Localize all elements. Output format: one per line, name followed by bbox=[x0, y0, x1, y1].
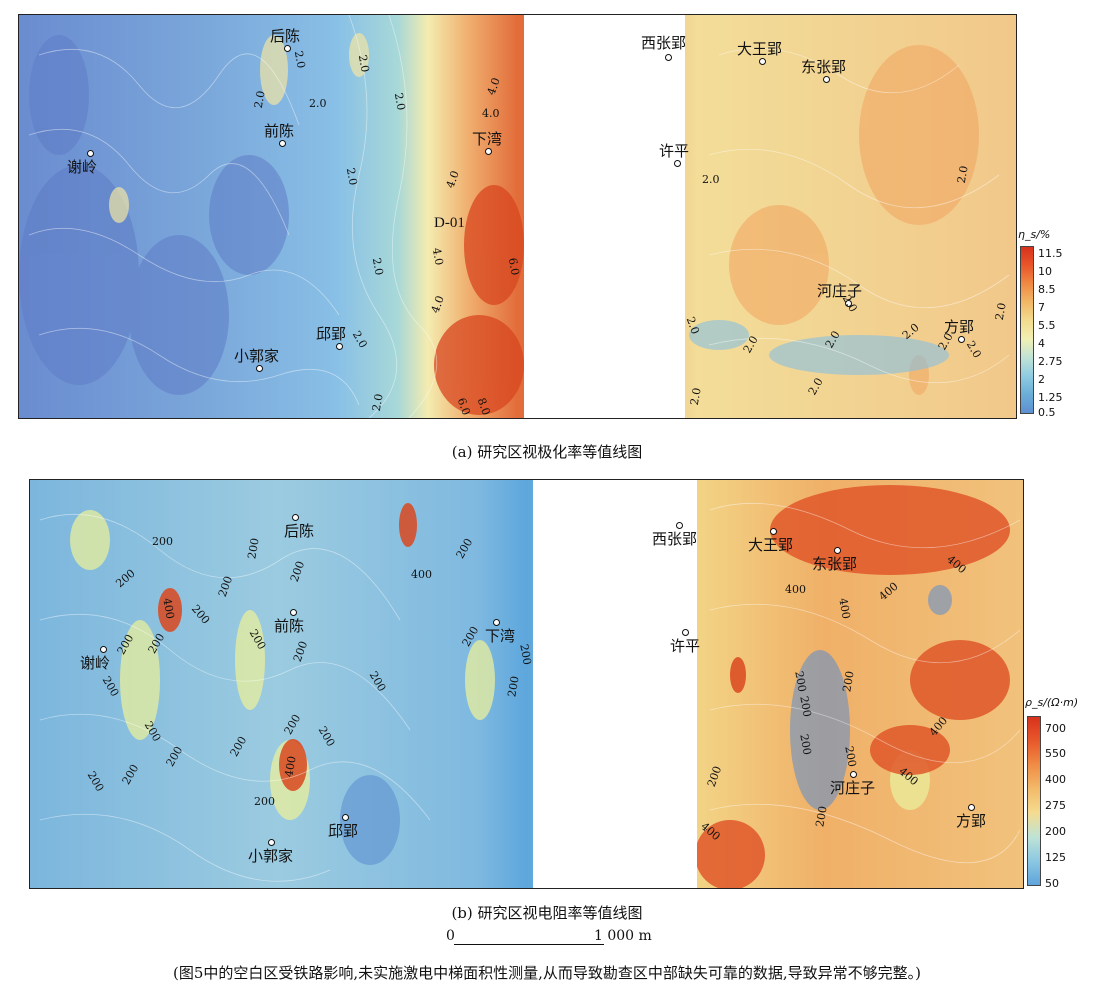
legend-tick: 1.25 bbox=[1038, 391, 1063, 404]
legend-tick: 700 bbox=[1045, 722, 1066, 735]
place-label: 许平 bbox=[659, 140, 689, 167]
contour-label: 2.0 bbox=[391, 91, 408, 112]
scale-end: 1 000 m bbox=[594, 928, 652, 944]
place-label: D-01 bbox=[434, 215, 465, 231]
legend-tick: 200 bbox=[1045, 825, 1066, 838]
contour-label: 2.0 bbox=[309, 97, 327, 110]
place-label: 大王郢 bbox=[748, 528, 793, 555]
place-label: 前陈 bbox=[274, 609, 304, 636]
contour-label: 400 bbox=[785, 583, 806, 596]
legend-title: ρ_s/(Ω·m) bbox=[1025, 696, 1079, 709]
place-label: 谢岭 bbox=[80, 646, 110, 673]
map-panel-polarizability: 后陈 前陈 谢岭 小郭家 邱郢 下湾 D-01 西张郢 大王郢 东张郢 许平 河… bbox=[18, 14, 1017, 419]
legend-tick: 2 bbox=[1038, 373, 1045, 386]
legend-tick: 400 bbox=[1045, 773, 1066, 786]
polarizability-contour-field bbox=[19, 15, 1016, 418]
place-label: 谢岭 bbox=[67, 150, 97, 177]
legend-tick: 2.75 bbox=[1038, 355, 1063, 368]
legend-tick: 7 bbox=[1038, 301, 1045, 314]
place-label: 方郢 bbox=[956, 804, 986, 831]
contour-label: 400 bbox=[411, 568, 432, 581]
legend-tick: 8.5 bbox=[1038, 283, 1056, 296]
legend-tick: 275 bbox=[1045, 799, 1066, 812]
place-label: 前陈 bbox=[264, 120, 294, 147]
contour-label: 2.0 bbox=[702, 173, 720, 186]
place-label: 河庄子 bbox=[817, 280, 862, 307]
scale-start: 0 bbox=[446, 928, 455, 944]
legend-color-bar bbox=[1027, 716, 1041, 886]
caption-panel-b: (b) 研究区视电阻率等值线图 bbox=[451, 904, 643, 922]
contour-label: 2.0 bbox=[343, 166, 360, 187]
place-label: 小郭家 bbox=[234, 345, 279, 372]
figure-note: (图5中的空白区受铁路影响,未实施激电中梯面积性测量,从而导致勘查区中部缺失可靠… bbox=[172, 964, 922, 982]
legend-tick: 125 bbox=[1045, 851, 1066, 864]
contour-label: 2.0 bbox=[355, 53, 372, 74]
legend-polarizability: η_s/% 11.5 10 8.5 7 5.5 4 2.75 2 1.25 0.… bbox=[1018, 228, 1090, 419]
place-label: 邱郢 bbox=[328, 814, 358, 841]
place-label: 东张郢 bbox=[801, 56, 846, 83]
legend-color-bar bbox=[1020, 246, 1034, 414]
scale-line bbox=[454, 944, 604, 945]
legend-tick: 4 bbox=[1038, 337, 1045, 350]
legend-tick: 0.5 bbox=[1038, 406, 1056, 419]
place-label: 西张郢 bbox=[641, 32, 686, 61]
railway-gap bbox=[533, 480, 697, 888]
railway-gap bbox=[524, 15, 685, 418]
caption-panel-a: (a) 研究区视极化率等值线图 bbox=[451, 443, 643, 461]
place-label: 大王郢 bbox=[737, 38, 782, 65]
contour-label: 2.0 bbox=[291, 49, 308, 70]
legend-title: η_s/% bbox=[1018, 228, 1051, 241]
map-panel-resistivity: 后陈 前陈 谢岭 小郭家 邱郢 下湾 西张郢 大王郢 东张郢 许平 河庄子 方郢… bbox=[29, 479, 1024, 889]
place-label: 后陈 bbox=[284, 514, 314, 541]
contour-label: 6.0 bbox=[505, 256, 522, 277]
legend-tick: 5.5 bbox=[1038, 319, 1056, 332]
place-label: 方郢 bbox=[944, 316, 974, 343]
place-label: 后陈 bbox=[270, 25, 300, 52]
place-label: 东张郢 bbox=[812, 547, 857, 574]
place-label: 许平 bbox=[670, 629, 700, 656]
place-label: 河庄子 bbox=[830, 771, 875, 798]
place-label: 西张郢 bbox=[652, 522, 697, 549]
contour-label: 2.0 bbox=[369, 256, 386, 277]
contour-label: 4.0 bbox=[429, 246, 446, 267]
place-label: 下湾 bbox=[472, 128, 502, 155]
contour-label: 200 bbox=[254, 795, 275, 808]
place-label: 邱郢 bbox=[316, 323, 346, 350]
contour-label: 200 bbox=[152, 535, 173, 548]
place-label: 下湾 bbox=[485, 619, 515, 646]
legend-resistivity: ρ_s/(Ω·m) 700 550 400 275 200 125 50 bbox=[1025, 696, 1093, 892]
legend-tick: 50 bbox=[1045, 877, 1059, 890]
place-label: 小郭家 bbox=[248, 839, 293, 866]
resistivity-contour-field bbox=[30, 480, 1023, 888]
legend-tick: 550 bbox=[1045, 747, 1066, 760]
legend-tick: 11.5 bbox=[1038, 247, 1063, 260]
legend-tick: 10 bbox=[1038, 265, 1052, 278]
contour-label: 4.0 bbox=[482, 107, 500, 120]
scale-bar: 0 1 000 m bbox=[446, 928, 656, 948]
